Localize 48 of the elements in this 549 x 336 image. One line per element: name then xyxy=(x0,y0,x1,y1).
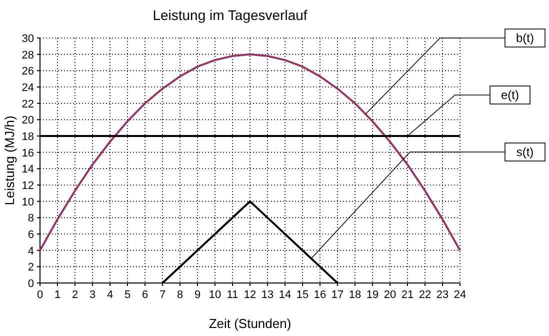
x-tick-label: 16 xyxy=(314,289,326,301)
y-tick-label: 4 xyxy=(28,245,34,258)
x-tick-label: 17 xyxy=(331,289,344,301)
x-tick-label: 15 xyxy=(296,289,309,301)
y-tick-label: 26 xyxy=(22,66,34,78)
x-tick-label: 12 xyxy=(244,289,256,301)
x-tick-label: 22 xyxy=(418,289,432,301)
text: s(t) xyxy=(516,145,534,159)
y-tick-label: 12 xyxy=(22,180,34,192)
y-axis-title: Leistung (MJ/h) xyxy=(2,116,17,206)
y-tick-label: 24 xyxy=(22,82,34,94)
y-tick-label: 14 xyxy=(22,164,34,176)
x-tick-label: 21 xyxy=(401,289,414,301)
line-series xyxy=(39,53,461,252)
x-tick-label: 13 xyxy=(261,289,274,301)
y-tick-label: 22 xyxy=(22,98,34,110)
y-tick-label: 28 xyxy=(22,49,34,62)
y-tick-label: 18 xyxy=(22,131,34,143)
y-tick-label: 2 xyxy=(28,262,34,274)
x-tick-label: 9 xyxy=(194,289,201,301)
x-tick-label: 24 xyxy=(454,289,466,301)
y-tick-label: 30 xyxy=(22,33,34,45)
text: e(t) xyxy=(501,88,520,102)
y-tick-label: 6 xyxy=(28,229,34,241)
x-tick-label: 23 xyxy=(436,289,449,301)
x-tick-label: 8 xyxy=(176,289,184,301)
chart-title: Leistung im Tagesverlauf xyxy=(152,7,308,23)
x-tick-label: 11 xyxy=(226,289,238,301)
x-tick-label: 7 xyxy=(159,289,166,301)
x-tick-label: 6 xyxy=(142,289,148,301)
y-tick-label: 0 xyxy=(28,278,34,290)
y-tick-label: 8 xyxy=(28,212,34,225)
x-tick-label: 3 xyxy=(89,289,96,301)
x-tick-label: 4 xyxy=(106,289,114,301)
x-tick-label: 5 xyxy=(124,289,131,301)
text: b(t) xyxy=(516,31,534,45)
x-tick-label: 1 xyxy=(54,289,61,301)
x-tick-label: 19 xyxy=(366,289,379,301)
y-tick-label: 16 xyxy=(22,147,34,160)
x-tick-label: 0 xyxy=(36,289,44,301)
x-tick-label: 18 xyxy=(348,289,362,301)
y-tick-label: 10 xyxy=(22,196,34,208)
x-axis-title: Zeit (Stunden) xyxy=(208,316,292,331)
x-tick-label: 2 xyxy=(72,289,78,301)
y-tick-label: 20 xyxy=(22,114,34,127)
x-tick-label: 10 xyxy=(208,289,222,301)
x-tick-label: 14 xyxy=(278,289,292,301)
x-tick-label: 20 xyxy=(384,289,396,301)
